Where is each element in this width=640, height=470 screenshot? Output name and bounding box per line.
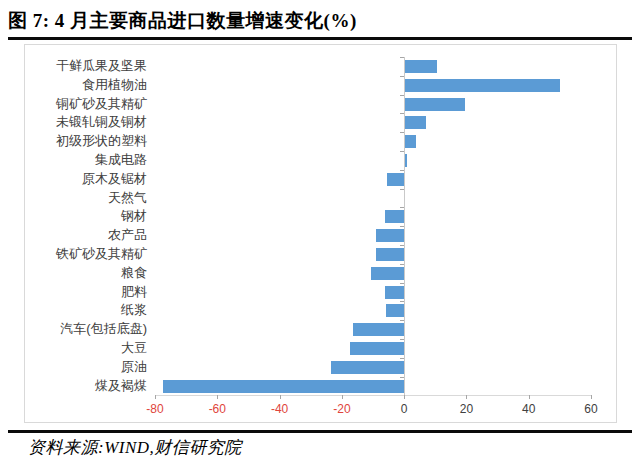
value-axis-line	[155, 395, 591, 396]
bar	[385, 210, 404, 223]
category-axis-tick	[400, 358, 404, 359]
x-axis-tick	[466, 395, 467, 399]
category-axis-tick	[400, 264, 404, 265]
category-axis-tick	[400, 207, 404, 208]
bar	[376, 248, 404, 261]
category-axis-tick	[400, 170, 404, 171]
bar	[353, 323, 404, 336]
category-label: 铜矿砂及其精矿	[25, 95, 147, 114]
bar	[376, 229, 404, 242]
category-axis-line	[404, 57, 405, 395]
category-label: 汽车(包括底盘)	[25, 320, 147, 339]
source-note: 资料来源:WIND,财信研究院	[28, 436, 628, 459]
category-label: 集成电路	[25, 151, 147, 170]
category-label: 粮食	[25, 264, 147, 283]
x-axis-tick	[280, 395, 281, 399]
category-axis-tick	[400, 226, 404, 227]
bar	[331, 361, 404, 374]
category-axis-tick	[400, 301, 404, 302]
category-axis-tick	[400, 57, 404, 58]
x-tick-label: 0	[401, 402, 408, 416]
bar	[387, 173, 404, 186]
category-axis-tick	[400, 245, 404, 246]
category-label: 农产品	[25, 226, 147, 245]
x-axis-tick	[155, 395, 156, 399]
x-axis-tick	[529, 395, 530, 399]
bar	[350, 342, 404, 355]
category-axis-tick	[400, 377, 404, 378]
title-rule	[8, 37, 632, 40]
category-label: 干鲜瓜果及坚果	[25, 57, 147, 76]
x-axis-tick	[404, 395, 405, 399]
x-axis-tick	[217, 395, 218, 399]
category-label: 食用植物油	[25, 76, 147, 95]
x-tick-label: -80	[146, 402, 163, 416]
footer-rule	[8, 430, 632, 433]
category-label: 未锻轧铜及铜材	[25, 113, 147, 132]
category-label: 天然气	[25, 189, 147, 208]
category-axis-tick	[400, 283, 404, 284]
bar	[386, 304, 404, 317]
category-label: 煤及褐煤	[25, 377, 147, 396]
category-axis-tick	[400, 113, 404, 114]
category-axis-tick	[400, 151, 404, 152]
bar	[163, 380, 405, 393]
x-axis-tick	[591, 395, 592, 399]
x-tick-label: 60	[584, 402, 597, 416]
category-axis-tick	[400, 320, 404, 321]
x-axis-tick	[342, 395, 343, 399]
category-label: 钢材	[25, 207, 147, 226]
x-tick-label: -40	[271, 402, 288, 416]
bar	[385, 286, 404, 299]
category-label: 原油	[25, 358, 147, 377]
category-label: 大豆	[25, 339, 147, 358]
category-label: 纸浆	[25, 301, 147, 320]
bar	[404, 116, 426, 129]
figure-title: 图 7: 4 月主要商品进口数量增速变化(%)	[8, 8, 628, 34]
x-tick-label: -20	[333, 402, 350, 416]
bar	[371, 267, 404, 280]
category-axis-tick	[400, 95, 404, 96]
bar	[404, 98, 465, 111]
category-label: 肥料	[25, 283, 147, 302]
bar	[404, 60, 437, 73]
category-label: 铁矿砂及其精矿	[25, 245, 147, 264]
x-tick-label: -60	[209, 402, 226, 416]
bar-chart: 干鲜瓜果及坚果食用植物油铜矿砂及其精矿未锻轧铜及铜材初级形状的塑料集成电路原木及…	[24, 44, 617, 423]
bar	[404, 135, 416, 148]
category-axis-tick	[400, 339, 404, 340]
category-axis-tick	[400, 132, 404, 133]
x-tick-label: 20	[460, 402, 473, 416]
category-axis-tick	[400, 76, 404, 77]
x-tick-label: 40	[522, 402, 535, 416]
category-axis-tick	[400, 189, 404, 190]
category-label: 初级形状的塑料	[25, 132, 147, 151]
category-label: 原木及锯材	[25, 170, 147, 189]
bar	[404, 79, 560, 92]
